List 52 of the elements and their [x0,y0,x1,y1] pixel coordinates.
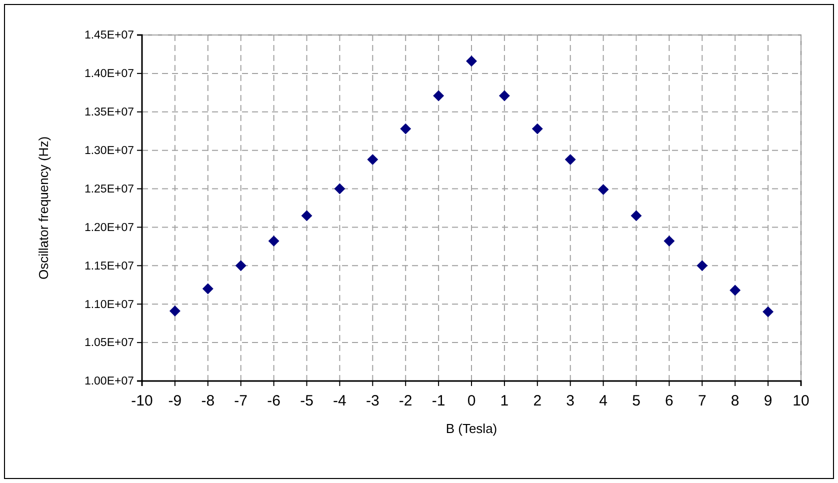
point [762,306,774,318]
point [730,284,741,296]
y-tick-label: 1.40E+07 [84,68,134,80]
y-tick-label: 1.15E+07 [84,260,134,272]
x-tick-label: 1 [500,392,509,410]
y-tick-label: 1.00E+07 [84,376,134,388]
x-tick-label: 3 [566,392,575,410]
point [630,210,642,222]
y-tick-label: 1.30E+07 [84,145,134,158]
x-tick-label: -1 [432,392,446,410]
point [334,183,346,194]
x-tick-label: -3 [366,392,380,410]
point [400,123,412,134]
x-tick-label: 7 [698,392,706,410]
point [202,283,214,294]
x-tick-label: 2 [533,392,542,410]
x-tick-label: 0 [467,392,476,410]
point [664,236,675,247]
point [169,306,180,317]
point [433,90,444,102]
x-tick-label: -9 [168,392,182,410]
x-axis-title: B (Tesla) [446,421,498,436]
x-tick-label: 5 [632,392,640,410]
x-tick-label: -4 [333,392,346,410]
y-tick-label: 1.45E+07 [84,30,134,42]
point [696,260,708,272]
x-tick-label: -5 [300,392,314,410]
x-tick-label: 9 [764,392,772,410]
x-tick-label: -6 [267,392,280,410]
x-tick-label: 6 [665,392,674,410]
point [564,154,576,166]
x-tick-label: -10 [131,392,153,410]
point [598,184,609,196]
x-tick-label: -7 [234,392,248,410]
y-tick-label: 1.20E+07 [84,222,134,234]
x-tick-label: 4 [599,392,608,410]
point [235,260,246,272]
y-axis-title: Oscillator frequency (Hz) [36,136,51,280]
point [268,236,280,247]
y-tick-label: 1.35E+07 [84,106,134,119]
point [498,90,510,102]
point [532,123,543,134]
y-tick-label: 1.10E+07 [84,298,134,311]
x-tick-label: -8 [201,392,215,410]
point [301,210,312,222]
y-tick-label: 1.25E+07 [84,183,134,196]
y-tick-label: 1.05E+07 [84,337,134,350]
point [367,154,378,166]
x-tick-label: -2 [398,392,412,410]
point [466,56,477,67]
x-tick-label: 10 [792,392,810,410]
x-tick-label: 8 [730,392,740,410]
